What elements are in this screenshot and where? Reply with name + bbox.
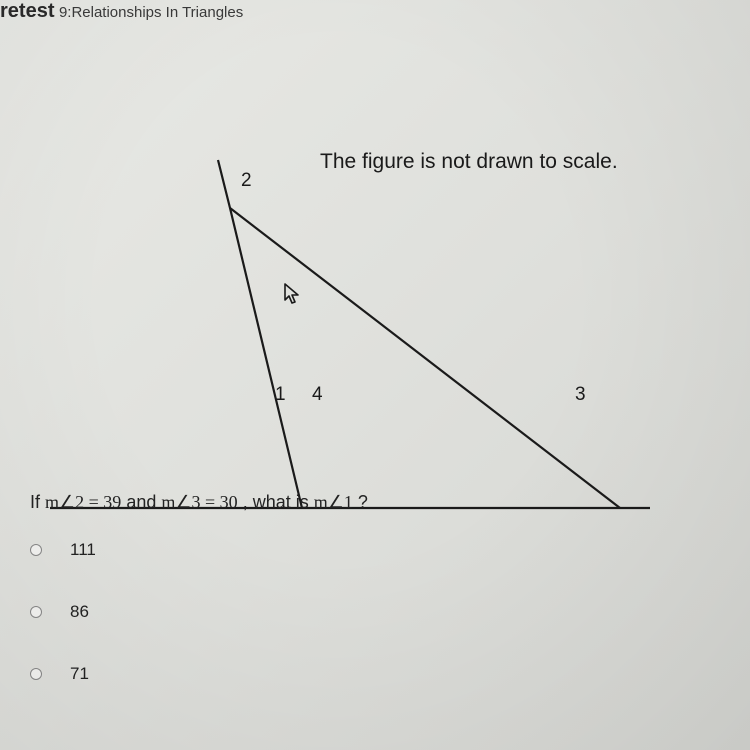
radio-icon[interactable] [30,606,42,618]
page-header: retest 9:Relationships In Triangles [0,0,243,23]
angle-label-2: 2 [241,170,252,192]
q-part1: m∠2 = 39 [45,492,121,512]
header-title: retest [0,0,54,22]
angle-label-4: 4 [312,384,323,406]
answer-label: 71 [70,664,89,684]
radio-icon[interactable] [30,668,42,680]
q-part2: m∠3 = 30 [161,492,237,512]
scale-note: The figure is not drawn to scale. [320,150,618,174]
q-prefix: If [30,492,45,512]
cursor-icon [283,282,303,311]
question-text: If m∠2 = 39 and m∠3 = 30 , what is m∠1 ? [30,492,368,513]
answer-option[interactable]: 111 [30,540,96,560]
triangle-left-side-ext [218,160,302,508]
header-subtitle: 9:Relationships In Triangles [59,4,243,21]
answer-option[interactable]: 86 [30,602,96,622]
triangle-right-side [230,208,620,508]
answer-option[interactable]: 71 [30,664,96,684]
answer-list: 111 86 71 [30,540,96,726]
answer-label: 111 [70,540,96,560]
angle-label-1: 1 [275,384,286,406]
q-ask: m∠1 [314,492,353,512]
q-mid: and [126,492,161,512]
answer-label: 86 [70,602,89,622]
q-qmark: ? [358,492,368,512]
figure-area: The figure is not drawn to scale. 2 1 4 … [0,100,750,480]
q-suffix: , what is [243,492,314,512]
angle-label-3: 3 [575,384,586,406]
radio-icon[interactable] [30,544,42,556]
